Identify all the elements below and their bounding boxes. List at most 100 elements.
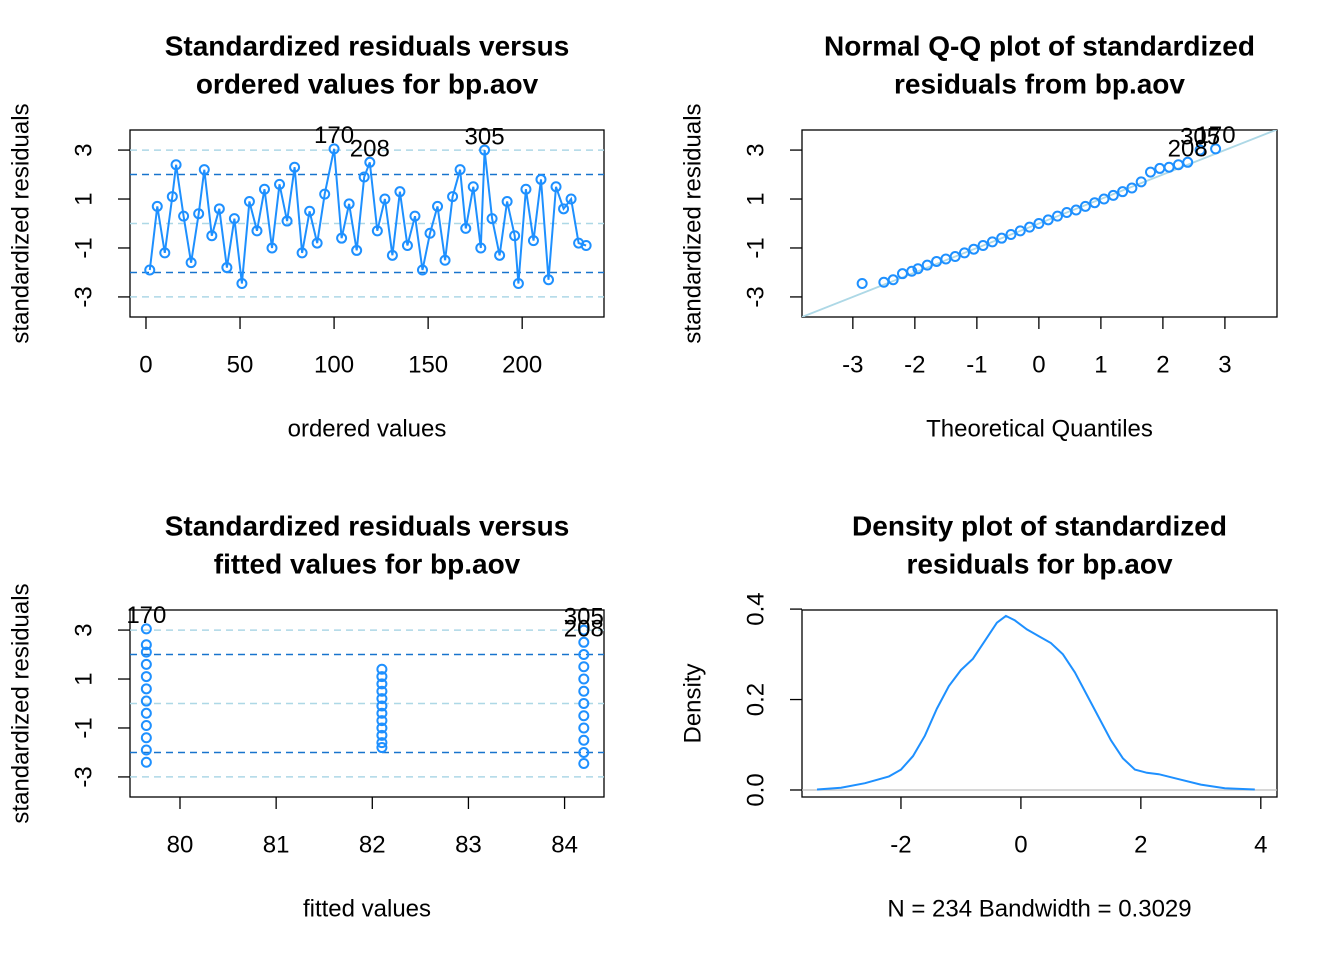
- point: [432, 200, 444, 212]
- point: [580, 240, 592, 252]
- chart-title: Standardized residuals versus: [165, 510, 570, 541]
- point: [578, 710, 590, 722]
- chart-title: fitted values for bp.aov: [214, 548, 521, 579]
- point: [351, 244, 363, 256]
- point: [376, 729, 388, 741]
- data-line: [148, 148, 587, 284]
- point: [1135, 176, 1147, 188]
- x-tick-label: -2: [904, 351, 925, 378]
- point-label: 208: [350, 136, 390, 163]
- y-tick-label: 1: [70, 192, 97, 205]
- point: [454, 164, 466, 176]
- point: [386, 249, 398, 261]
- point: [364, 156, 376, 168]
- point: [460, 222, 472, 234]
- chart-title: Normal Q-Q plot of standardized: [824, 30, 1255, 61]
- point: [379, 193, 391, 205]
- point: [243, 195, 255, 207]
- point: [296, 247, 308, 259]
- point: [527, 235, 539, 247]
- point: [1033, 218, 1045, 229]
- point: [376, 693, 388, 705]
- x-tick-label: -1: [966, 351, 987, 378]
- point: [1005, 229, 1017, 241]
- point: [578, 757, 590, 769]
- y-tick-label: 0.0: [742, 773, 769, 806]
- chart-title: residuals for bp.aov: [906, 548, 1172, 579]
- y-axis-label: standardized residuals: [7, 583, 34, 823]
- point: [558, 203, 570, 215]
- point: [578, 673, 590, 685]
- y-tick-label: -3: [70, 286, 97, 307]
- point: [968, 243, 980, 255]
- point: [494, 249, 506, 261]
- point: [501, 195, 513, 207]
- point-label: 305: [1180, 123, 1220, 150]
- point: [977, 240, 989, 252]
- point: [543, 274, 555, 286]
- point: [266, 242, 278, 254]
- y-axis-label: standardized residuals: [7, 103, 34, 343]
- point: [304, 205, 316, 217]
- x-axis-label: fitted values: [303, 895, 431, 922]
- point: [912, 263, 924, 275]
- y-tick-label: 0.2: [742, 683, 769, 716]
- y-tick-label: -3: [70, 766, 97, 787]
- point: [578, 722, 590, 734]
- y-tick-label: -1: [70, 237, 97, 258]
- y-axis-label: Density: [679, 663, 706, 743]
- point: [328, 143, 340, 155]
- point: [140, 732, 152, 744]
- point: [520, 183, 532, 195]
- point: [193, 208, 205, 220]
- x-tick-label: 150: [408, 351, 448, 378]
- point: [140, 744, 152, 756]
- point: [565, 193, 577, 205]
- point: [281, 215, 293, 227]
- point: [512, 277, 524, 289]
- y-tick-label: 3: [70, 143, 97, 156]
- point: [906, 265, 918, 277]
- x-tick-label: 2: [1134, 831, 1147, 858]
- y-tick-label: 3: [70, 623, 97, 636]
- x-axis-label: ordered values: [288, 415, 447, 442]
- x-tick-label: 200: [502, 351, 542, 378]
- point: [1098, 193, 1110, 205]
- point: [376, 737, 388, 749]
- y-axis-label: standardized residuals: [679, 103, 706, 343]
- x-tick-label: -2: [890, 831, 911, 858]
- point: [856, 277, 868, 289]
- point: [996, 232, 1008, 244]
- point: [140, 683, 152, 695]
- point: [550, 181, 562, 193]
- point: [447, 191, 459, 203]
- point: [376, 707, 388, 719]
- chart-title: residuals from bp.aov: [894, 68, 1185, 99]
- point: [887, 274, 899, 286]
- point: [166, 191, 178, 203]
- point: [578, 734, 590, 746]
- point: [151, 200, 163, 212]
- point: [578, 685, 590, 697]
- point: [376, 678, 388, 690]
- point: [416, 264, 428, 276]
- x-axis-label: Theoretical Quantiles: [926, 415, 1153, 442]
- point-label: 170: [314, 122, 354, 149]
- chart-title: ordered values for bp.aov: [196, 68, 539, 99]
- point: [949, 251, 961, 263]
- x-axis-label: N = 234 Bandwidth = 0.3029: [887, 895, 1191, 922]
- point: [1042, 214, 1054, 226]
- point-label: 208: [564, 616, 604, 643]
- point: [213, 203, 225, 215]
- point: [289, 161, 301, 173]
- x-tick-label: 0: [139, 351, 152, 378]
- data-line: [816, 614, 1255, 791]
- point: [198, 164, 210, 176]
- point-label: 170: [126, 602, 166, 629]
- point: [140, 646, 152, 658]
- point: [140, 671, 152, 683]
- point: [479, 144, 491, 156]
- x-tick-label: 1: [1094, 351, 1107, 378]
- point: [1182, 156, 1194, 168]
- y-tick-label: 1: [70, 672, 97, 685]
